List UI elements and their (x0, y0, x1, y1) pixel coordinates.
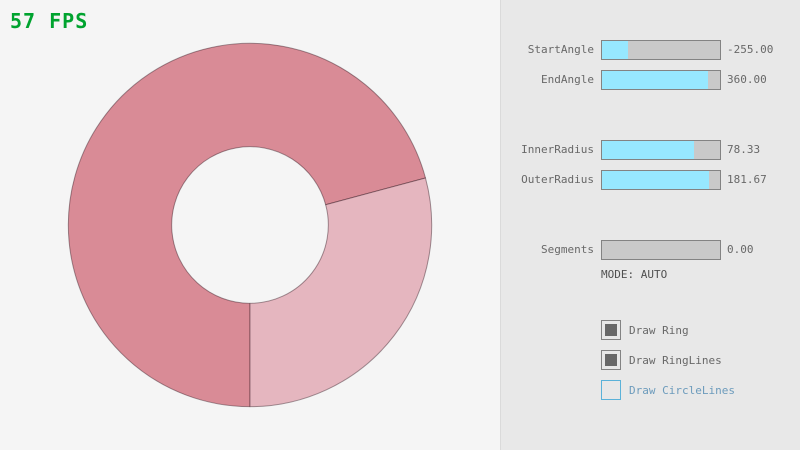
ring-canvas (67, 42, 433, 408)
startangle-slider[interactable] (601, 40, 721, 60)
segments-value: 0.00 (727, 243, 754, 256)
endangle-label: EndAngle (541, 73, 594, 86)
draw-ringlines-checkbox[interactable] (601, 350, 621, 370)
slider-row-startangle: StartAngle -255.00 (501, 40, 800, 60)
draw-circlelines-checkbox[interactable] (601, 380, 621, 400)
endangle-slider[interactable] (601, 70, 721, 90)
draw-ring-checkbox[interactable] (601, 320, 621, 340)
outerradius-label: OuterRadius (521, 173, 594, 186)
draw-ringlines-checkbox-row: Draw RingLines (601, 350, 722, 370)
startangle-slider-fill (602, 41, 628, 59)
endangle-slider-fill (602, 71, 709, 89)
controls-panel: StartAngle -255.00 EndAngle 360.00 Inner… (500, 0, 800, 450)
slider-row-endangle: EndAngle 360.00 (501, 70, 800, 90)
draw-circlelines-checkbox-row: Draw CircleLines (601, 380, 735, 400)
draw-ring-checkbox-row: Draw Ring (601, 320, 689, 340)
segments-mode-label: MODE: AUTO (601, 268, 668, 281)
ring-segment-overlap (67, 42, 427, 408)
endangle-value: 360.00 (727, 73, 767, 86)
innerradius-slider-fill (602, 141, 695, 159)
fps-counter: 57 FPS (10, 9, 89, 33)
slider-row-outerradius: OuterRadius 181.67 (501, 170, 800, 190)
startangle-label: StartAngle (527, 43, 594, 56)
draw-ringlines-label: Draw RingLines (629, 353, 722, 367)
outerradius-slider[interactable] (601, 170, 721, 190)
segments-slider[interactable] (601, 240, 721, 260)
startangle-value: -255.00 (727, 43, 774, 56)
innerradius-label: InnerRadius (521, 143, 594, 156)
outerradius-slider-fill (602, 171, 710, 189)
slider-row-innerradius: InnerRadius 78.33 (501, 140, 800, 160)
outerradius-value: 181.67 (727, 173, 767, 186)
slider-row-segments: Segments 0.00 (501, 240, 800, 260)
ring-segment-single (249, 177, 433, 408)
draw-ring-label: Draw Ring (629, 323, 689, 337)
draw-circlelines-label: Draw CircleLines (629, 383, 735, 397)
innerradius-value: 78.33 (727, 143, 761, 156)
segments-label: Segments (541, 243, 594, 256)
innerradius-slider[interactable] (601, 140, 721, 160)
